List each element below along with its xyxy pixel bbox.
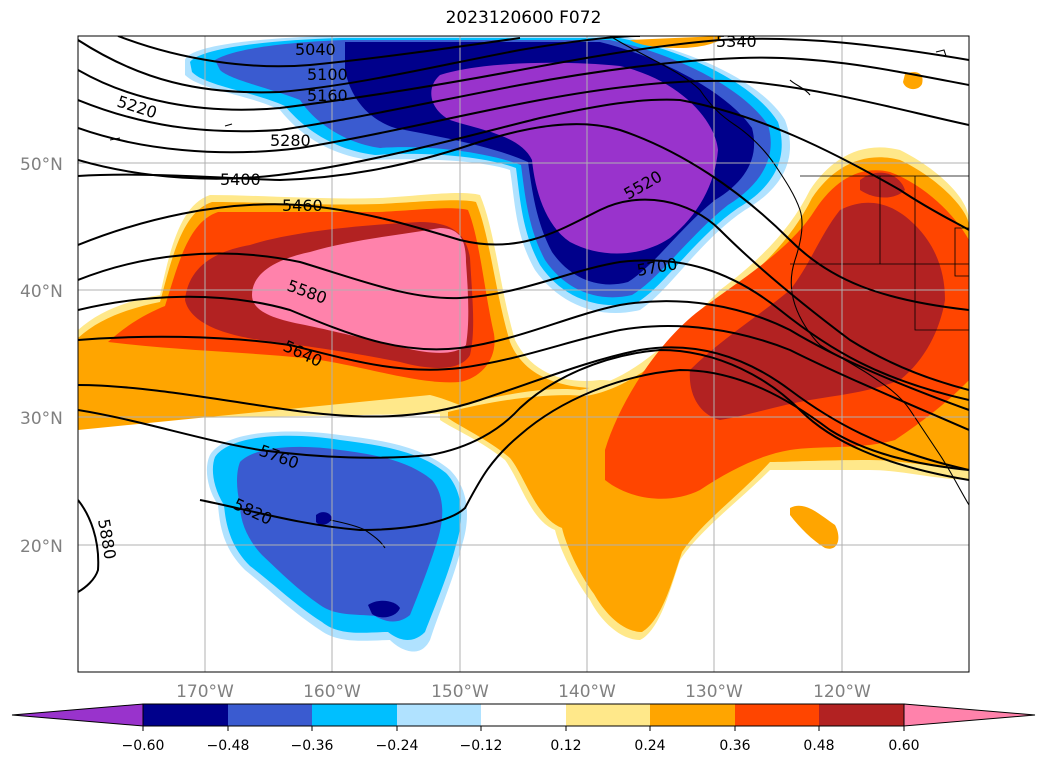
latitude-labels: 50°N 40°N 30°N 20°N bbox=[20, 155, 63, 557]
colorbar-swatch bbox=[650, 704, 735, 726]
negative-anomaly-northwest bbox=[185, 36, 791, 314]
colorbar-tick-label: −0.36 bbox=[291, 738, 334, 754]
map-panel: 5040 5100 5160 5220 5280 5340 5400 5460 … bbox=[78, 32, 969, 672]
colorbar-tick-label: −0.48 bbox=[207, 738, 250, 754]
colorbar-swatch bbox=[819, 704, 904, 726]
lon-label-150w: 150°W bbox=[431, 682, 489, 702]
longitude-labels: 170°W 160°W 150°W 140°W 130°W 120°W bbox=[176, 682, 871, 702]
contour-label: 5040 bbox=[295, 40, 336, 59]
colorbar-extend-low bbox=[11, 703, 144, 727]
lat-label-40n: 40°N bbox=[20, 282, 63, 302]
contour-label: 5460 bbox=[282, 196, 323, 215]
colorbar-swatch bbox=[397, 704, 481, 726]
negative-anomaly-hawaii bbox=[206, 431, 467, 652]
contour-label: 5280 bbox=[270, 131, 311, 150]
colorbar-tick-label: −0.12 bbox=[460, 738, 503, 754]
colorbar-swatch bbox=[143, 704, 228, 726]
lon-label-130w: 130°W bbox=[685, 682, 743, 702]
colorbar-extend-high bbox=[903, 703, 1036, 727]
colorbar-tick-label: −0.60 bbox=[122, 738, 165, 754]
colorbar-tick-label: 0.36 bbox=[719, 738, 750, 754]
colorbar-swatch bbox=[566, 704, 650, 726]
map-title: 2023120600 F072 bbox=[445, 8, 602, 28]
colorbar-swatch bbox=[312, 704, 397, 726]
contour-label: 5160 bbox=[307, 86, 348, 105]
colorbar-swatch bbox=[228, 704, 312, 726]
lon-label-160w: 160°W bbox=[303, 682, 361, 702]
colorbar-ticks bbox=[142, 726, 905, 731]
colorbar: −0.60 −0.48 −0.36 −0.24 −0.12 0.12 0.24 … bbox=[11, 703, 1036, 754]
contour-label: 5340 bbox=[716, 32, 757, 51]
colorbar-swatch bbox=[481, 704, 566, 726]
lon-label-120w: 120°W bbox=[813, 682, 871, 702]
contour-label: 5100 bbox=[307, 65, 348, 84]
colorbar-tick-label: 0.24 bbox=[634, 738, 665, 754]
contour-label: 5400 bbox=[220, 170, 261, 189]
colorbar-swatch bbox=[735, 704, 819, 726]
lon-label-140w: 140°W bbox=[558, 682, 616, 702]
height-contours bbox=[78, 36, 969, 593]
lon-label-170w: 170°W bbox=[176, 682, 234, 702]
colorbar-tick-label: −0.24 bbox=[376, 738, 419, 754]
lat-label-50n: 50°N bbox=[20, 155, 63, 175]
colorbar-tick-label: 0.12 bbox=[550, 738, 581, 754]
colorbar-tick-label: 0.60 bbox=[888, 738, 919, 754]
contour-label-group: 5040 5100 5160 5220 5280 5340 5400 5460 … bbox=[94, 32, 757, 561]
map-frame bbox=[77, 35, 970, 673]
lat-label-20n: 20°N bbox=[20, 537, 63, 557]
lat-label-30n: 30°N bbox=[20, 409, 63, 429]
colorbar-frame bbox=[142, 703, 905, 727]
colorbar-tick-label: 0.48 bbox=[803, 738, 834, 754]
